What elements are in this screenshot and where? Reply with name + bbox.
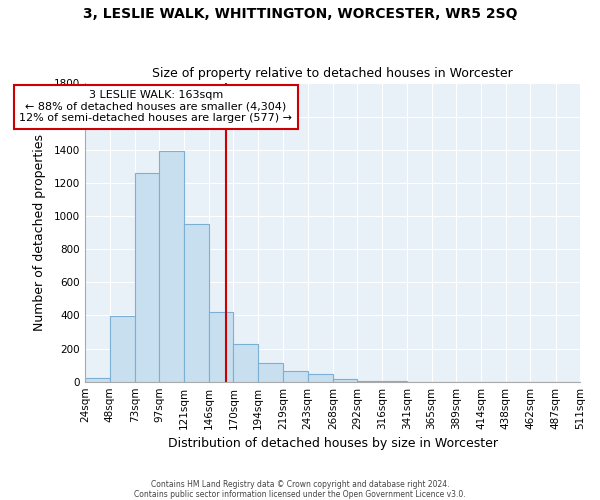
Bar	[110, 316, 135, 382]
Title: Size of property relative to detached houses in Worcester: Size of property relative to detached ho…	[152, 66, 513, 80]
Text: Contains HM Land Registry data © Crown copyright and database right 2024.
Contai: Contains HM Land Registry data © Crown c…	[134, 480, 466, 499]
Y-axis label: Number of detached properties: Number of detached properties	[32, 134, 46, 331]
Bar	[308, 374, 333, 382]
Bar	[135, 173, 160, 382]
Bar	[233, 344, 258, 382]
Bar	[283, 371, 308, 382]
Bar	[85, 378, 110, 382]
Bar	[184, 224, 209, 382]
Bar	[209, 312, 233, 382]
Bar	[160, 152, 184, 382]
Bar	[358, 381, 382, 382]
Text: 3 LESLIE WALK: 163sqm
← 88% of detached houses are smaller (4,304)
12% of semi-d: 3 LESLIE WALK: 163sqm ← 88% of detached …	[19, 90, 292, 124]
X-axis label: Distribution of detached houses by size in Worcester: Distribution of detached houses by size …	[167, 437, 497, 450]
Bar	[333, 379, 358, 382]
Text: 3, LESLIE WALK, WHITTINGTON, WORCESTER, WR5 2SQ: 3, LESLIE WALK, WHITTINGTON, WORCESTER, …	[83, 8, 517, 22]
Bar	[258, 364, 283, 382]
